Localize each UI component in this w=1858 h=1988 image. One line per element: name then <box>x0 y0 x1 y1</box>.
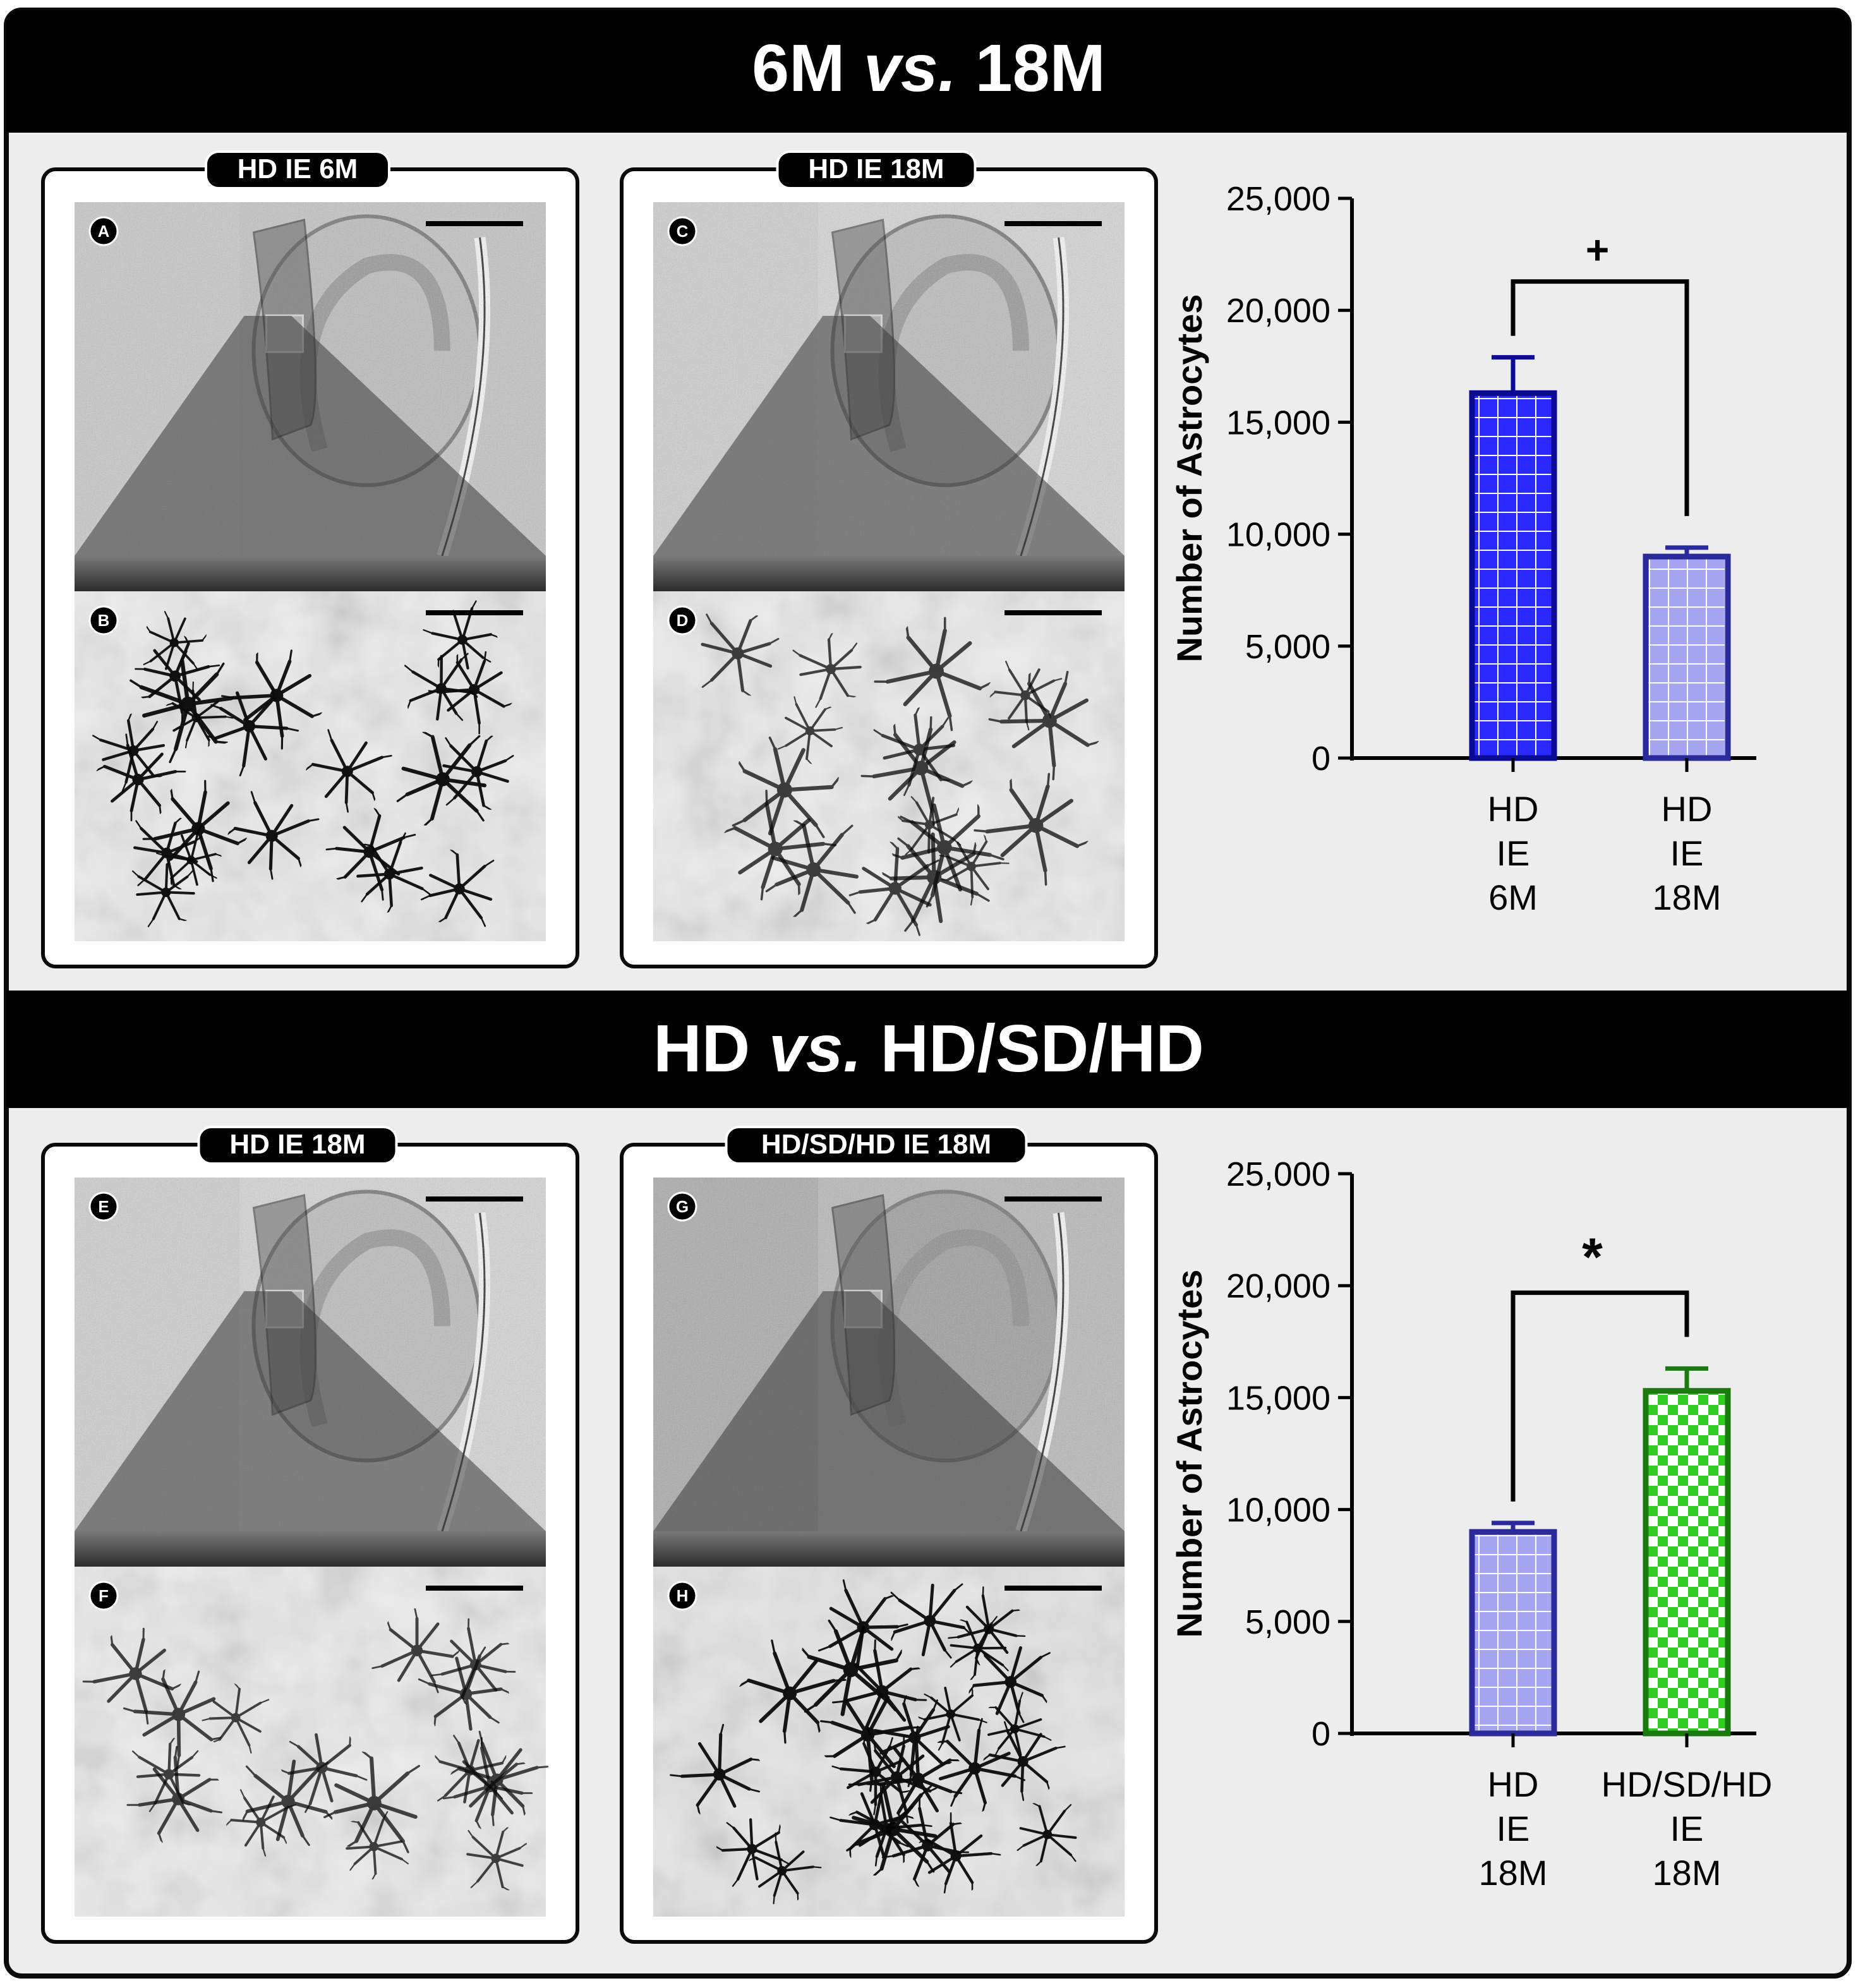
panel-letter: D <box>677 611 689 630</box>
x-tick-label: IE <box>1497 1809 1530 1848</box>
y-tick-label: 5,000 <box>1245 628 1330 666</box>
panel-letter-badge <box>667 605 697 636</box>
section-title-vs: vs. <box>864 31 956 105</box>
zoom-funnel <box>75 1531 546 1567</box>
significance-symbol: + <box>1586 227 1609 273</box>
zoom-cone <box>75 1291 546 1531</box>
zoom-cone <box>653 1291 1125 1531</box>
y-tick-label: 10,000 <box>1226 1491 1330 1529</box>
panel-letter: E <box>98 1197 109 1216</box>
x-tick-label: IE <box>1497 833 1530 873</box>
y-tick-label: 15,000 <box>1226 404 1330 442</box>
y-axis-label: Number of Astrocytes <box>1169 294 1209 663</box>
section-title-vs: vs. <box>769 1011 862 1086</box>
bar <box>1643 1388 1731 1737</box>
bar-chart: 0 5,000 10,000 15,000 20,000 25,000 Number of … <box>1169 180 1756 917</box>
zoom-funnel <box>653 1531 1125 1567</box>
y-tick-label: 0 <box>1312 740 1330 778</box>
section-title: HD vs. HD/SD/HD <box>653 1011 1204 1086</box>
x-tick-label: HD <box>1662 789 1713 829</box>
panel-letter: H <box>677 1586 689 1605</box>
panel-letter: A <box>98 222 110 241</box>
panel-letter-badge <box>88 1191 119 1222</box>
section-2: HD vs. HD/SD/HD E F HD IE 18M G H HD/SD/HD IE … <box>6 991 1849 1944</box>
panel-letter: C <box>677 222 689 241</box>
y-tick-label: 0 <box>1312 1715 1330 1753</box>
x-tick-label: 18M <box>1479 1853 1548 1893</box>
x-tick-label: IE <box>1670 833 1704 873</box>
micrograph-panel: G H HD/SD/HD IE 18M <box>620 1126 1158 1944</box>
panel-letter: B <box>98 611 110 630</box>
section-title-band <box>6 991 1849 1108</box>
y-tick-label: 10,000 <box>1226 516 1330 554</box>
panel-header: HD/SD/HD IE 18M <box>761 1129 991 1160</box>
panel-header: HD IE 6M <box>238 154 358 184</box>
x-tick-label: HD/SD/HD <box>1602 1764 1773 1804</box>
y-tick-label: 15,000 <box>1226 1379 1330 1417</box>
x-tick-label: 18M <box>1653 1853 1722 1893</box>
x-tick-label: 18M <box>1653 877 1722 917</box>
panel-letter-badge <box>88 1581 119 1611</box>
x-tick-label: IE <box>1670 1809 1704 1848</box>
section-title-part: HD <box>653 1011 769 1086</box>
bar <box>1643 553 1731 761</box>
x-tick-label: HD <box>1488 1764 1539 1804</box>
panel-header: HD IE 18M <box>808 154 944 184</box>
panel-letter-badge <box>667 1581 697 1611</box>
panel-header-pill <box>725 1126 1028 1165</box>
panel-letter: G <box>676 1197 689 1216</box>
bar <box>1469 1529 1557 1737</box>
significance-bracket <box>1511 279 1689 516</box>
micrograph-panel: C D HD IE 18M <box>620 150 1158 968</box>
zoom-cone <box>75 316 546 556</box>
section-title-part: 18M <box>956 31 1106 105</box>
panel-header-pill <box>776 150 977 190</box>
micrograph-panel: A B HD IE 6M <box>41 150 579 968</box>
section-title-part: HD/SD/HD <box>862 1011 1204 1086</box>
panel-letter-badge <box>667 216 697 246</box>
bar <box>1469 390 1557 761</box>
y-tick-label: 20,000 <box>1226 1267 1330 1305</box>
panel-letter: F <box>99 1586 109 1605</box>
micrograph-panel: E F HD IE 18M <box>41 1126 579 1944</box>
bar-chart: 0 5,000 10,000 15,000 20,000 25,000 Number of … <box>1169 1155 1772 1893</box>
zoom-cone <box>653 316 1125 556</box>
zoom-funnel <box>75 556 546 591</box>
y-tick-label: 20,000 <box>1226 292 1330 330</box>
y-tick-label: 25,000 <box>1226 1155 1330 1193</box>
panel-letter-badge <box>88 216 119 246</box>
x-tick-label: HD <box>1488 789 1539 829</box>
panel-header-pill <box>205 150 390 190</box>
panel-letter-badge <box>667 1191 697 1222</box>
x-tick-label: 6M <box>1488 877 1538 917</box>
y-tick-label: 5,000 <box>1245 1603 1330 1641</box>
y-axis-label: Number of Astrocytes <box>1169 1270 1209 1638</box>
y-tick-label: 25,000 <box>1226 180 1330 218</box>
section-1: 6M vs. 18M A B HD IE 6M C D HD IE 18M 0 5,000 10,… <box>6 10 1849 968</box>
panel-letter-badge <box>88 605 119 636</box>
section-title-part: 6M <box>752 31 864 105</box>
zoom-funnel <box>653 556 1125 591</box>
section-title-band <box>6 10 1849 133</box>
significance-bracket <box>1511 1290 1689 1502</box>
panel-header-pill <box>197 1126 398 1165</box>
panel-header: HD IE 18M <box>229 1129 365 1160</box>
section-title: 6M vs. 18M <box>752 31 1106 105</box>
significance-symbol: * <box>1582 1227 1603 1286</box>
